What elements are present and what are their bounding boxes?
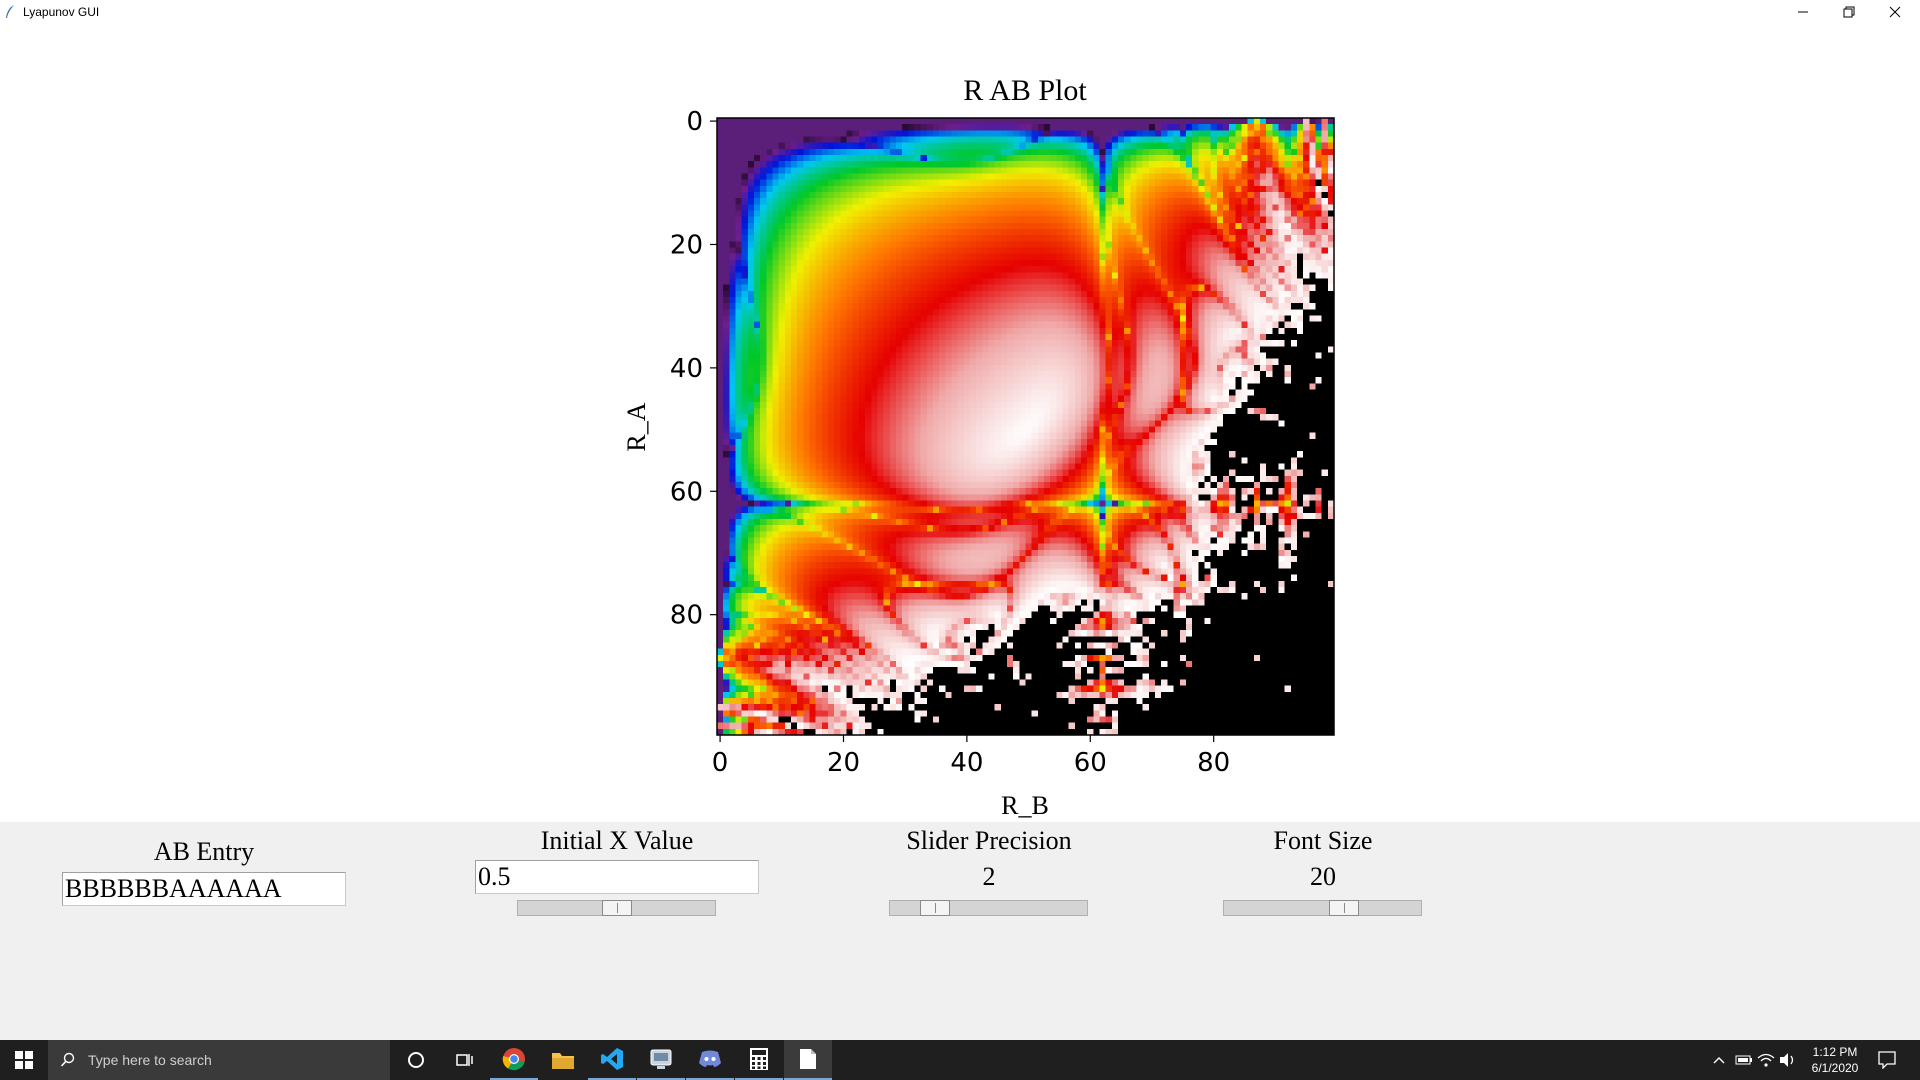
lyapunov-plot: R AB Plot 0 20 40 60 80 0 20 40 60 80 R_B R_A bbox=[622, 74, 1335, 820]
window-title: Lyapunov GUI bbox=[23, 5, 100, 19]
slider-precision-value: 2 bbox=[982, 862, 996, 891]
initial-x-slider-thumb[interactable] bbox=[602, 900, 632, 916]
font-size-slider-thumb[interactable] bbox=[1329, 900, 1359, 916]
chart-title: R AB Plot bbox=[963, 74, 1087, 107]
clock-date: 6/1/2020 bbox=[1811, 1061, 1859, 1075]
chrome-icon bbox=[502, 1048, 525, 1071]
task-view-button[interactable] bbox=[440, 1040, 488, 1080]
restore-icon bbox=[1843, 6, 1855, 18]
controls-panel: AB Entry Initial X Value Slider Precisio… bbox=[0, 822, 1920, 1040]
cortana-icon bbox=[408, 1052, 424, 1068]
taskbar-search[interactable]: Type here to search bbox=[48, 1040, 390, 1080]
notepad-icon bbox=[800, 1049, 816, 1069]
clock-time: 1:12 PM bbox=[1812, 1045, 1858, 1059]
y-tick-label: 80 bbox=[670, 601, 703, 631]
x-axis: 0 20 40 60 80 bbox=[712, 735, 1230, 778]
y-tick-label: 0 bbox=[686, 107, 703, 137]
python-idle-icon bbox=[650, 1049, 672, 1069]
clock[interactable]: 1:12 PM 6/1/2020 bbox=[1800, 1044, 1870, 1076]
discord-button[interactable] bbox=[686, 1040, 734, 1080]
heatmap bbox=[717, 118, 1334, 735]
notepad-button[interactable] bbox=[784, 1040, 832, 1080]
calculator-button[interactable] bbox=[735, 1040, 783, 1080]
x-axis-label: R_B bbox=[1001, 791, 1049, 820]
file-explorer-button[interactable] bbox=[539, 1040, 587, 1080]
initial-x-input[interactable] bbox=[475, 860, 759, 894]
heatmap-image bbox=[717, 118, 1334, 735]
plot-area: R AB Plot 0 20 40 60 80 0 20 40 60 80 R_B R_A bbox=[0, 24, 1920, 822]
ab-entry-input[interactable] bbox=[62, 872, 346, 906]
start-button[interactable] bbox=[0, 1040, 48, 1080]
close-button[interactable] bbox=[1872, 0, 1918, 24]
windows-logo-icon bbox=[15, 1051, 33, 1069]
file-explorer-icon bbox=[552, 1053, 574, 1069]
discord-icon bbox=[699, 1050, 721, 1067]
wifi-icon[interactable] bbox=[1757, 1052, 1775, 1068]
x-tick-label: 20 bbox=[827, 748, 860, 778]
y-tick-label: 20 bbox=[670, 230, 703, 260]
restore-button[interactable] bbox=[1826, 0, 1872, 24]
chrome-button[interactable] bbox=[490, 1040, 538, 1080]
battery-icon[interactable] bbox=[1735, 1053, 1753, 1067]
feather-icon bbox=[6, 5, 14, 18]
slider-precision-slider-thumb[interactable] bbox=[920, 900, 950, 916]
x-tick-label: 60 bbox=[1074, 748, 1107, 778]
font-size-label: Font Size bbox=[1273, 826, 1373, 855]
volume-icon[interactable] bbox=[1779, 1052, 1797, 1068]
x-tick-label: 0 bbox=[712, 748, 729, 778]
y-tick-label: 60 bbox=[670, 477, 703, 507]
x-tick-label: 40 bbox=[950, 748, 983, 778]
initial-x-label: Initial X Value bbox=[540, 826, 694, 855]
search-placeholder: Type here to search bbox=[88, 1052, 212, 1068]
minimize-button[interactable] bbox=[1780, 0, 1826, 24]
close-icon bbox=[1889, 6, 1901, 18]
vscode-icon bbox=[601, 1048, 623, 1070]
font-size-value: 20 bbox=[1310, 862, 1336, 891]
search-icon bbox=[60, 1052, 75, 1067]
slider-precision-label: Slider Precision bbox=[906, 826, 1072, 855]
cortana-button[interactable] bbox=[392, 1040, 440, 1080]
slider-precision-slider[interactable] bbox=[889, 900, 1088, 916]
x-tick-label: 80 bbox=[1197, 748, 1230, 778]
notifications-icon[interactable] bbox=[1878, 1051, 1896, 1069]
title-bar: Lyapunov GUI bbox=[0, 0, 1920, 24]
font-size-slider[interactable] bbox=[1223, 900, 1422, 916]
y-tick-label: 40 bbox=[670, 354, 703, 384]
vscode-button[interactable] bbox=[588, 1040, 636, 1080]
taskbar: Type here to search bbox=[0, 1040, 1920, 1080]
initial-x-slider[interactable] bbox=[517, 900, 716, 916]
python-idle-button[interactable] bbox=[637, 1040, 685, 1080]
ab-entry-label: AB Entry bbox=[153, 837, 255, 866]
calculator-icon bbox=[750, 1048, 768, 1070]
plot-frame bbox=[716, 117, 1335, 736]
y-axis-label: R_A bbox=[622, 402, 651, 451]
task-view-icon bbox=[456, 1054, 473, 1066]
show-hidden-icons-icon[interactable] bbox=[1712, 1054, 1726, 1066]
minimize-icon bbox=[1798, 11, 1808, 13]
y-axis: 0 20 40 60 80 bbox=[670, 107, 717, 631]
